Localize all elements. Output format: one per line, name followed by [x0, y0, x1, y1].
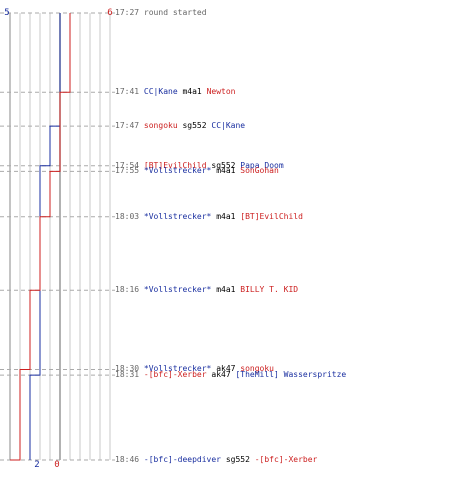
killer-name: CC|Kane	[143, 87, 178, 97]
victim-name: Papa Doom	[240, 160, 284, 170]
round-timeline-graph: 5 6 2 0	[0, 8, 115, 470]
weapon-name: sg552	[211, 160, 236, 170]
victim-name: songoku	[240, 364, 274, 374]
killer-name: songoku	[143, 121, 178, 131]
weapon-name: m4a1	[216, 166, 236, 176]
red-start-score: 6	[107, 8, 112, 18]
event-time: 18:16	[115, 285, 140, 295]
weapon-name: ak47	[216, 364, 236, 374]
kill-event-row: 18:16 *Vollstrecker* m4a1 BILLY T. KID	[115, 285, 298, 295]
killer-name: *Vollstrecker*	[143, 211, 212, 221]
event-guide-lines	[0, 12, 115, 461]
event-time: 17:47	[115, 121, 140, 131]
victim-name: Newton	[206, 87, 236, 97]
event-time: 17:41	[115, 87, 140, 97]
event-time: 17:54	[115, 160, 140, 170]
killer-name: *Vollstrecker*	[143, 285, 212, 295]
kill-event-row: 18:30 *Vollstrecker* ak47 songoku	[115, 364, 274, 374]
kill-event-row: 17:41 CC|Kane m4a1 Newton	[115, 87, 235, 97]
event-time: 18:30	[115, 364, 140, 374]
blue-end-score: 2	[34, 460, 39, 470]
event-time: 18:31	[115, 370, 140, 380]
victim-name: [TheMill] Wasserspritze	[235, 370, 347, 380]
weapon-name: m4a1	[216, 285, 236, 295]
kill-event-row: 17:55 *Vollstrecker* m4a1 SonGohan	[115, 166, 279, 176]
red-end-score: 0	[54, 460, 59, 470]
event-time: 18:46	[115, 455, 140, 464]
weapon-name: m4a1	[216, 211, 236, 221]
victim-name: BILLY T. KID	[240, 285, 299, 295]
red-team-score-line	[10, 13, 71, 461]
killer-name: *Vollstrecker*	[143, 166, 212, 176]
kill-event-row: 17:47 songoku sg552 CC|Kane	[115, 121, 245, 131]
victim-name: CC|Kane	[211, 121, 246, 131]
weapon-name: m4a1	[182, 87, 202, 97]
kill-event-row: 18:03 *Vollstrecker* m4a1 [BT]EvilChild	[115, 212, 303, 222]
event-time: 17:55	[115, 166, 140, 176]
victim-name: -[bfc]-Xerber	[254, 455, 318, 464]
event-info: round started	[143, 8, 207, 17]
victim-name: SonGohan	[240, 166, 279, 176]
blue-team-score-line	[29, 13, 61, 460]
weapon-name: sg552	[225, 455, 250, 464]
killer-name: *Vollstrecker*	[143, 364, 212, 374]
event-time: 18:03	[115, 211, 140, 221]
weapon-name: ak47	[211, 370, 231, 380]
killer-name: -[bfc]-Xerber	[143, 370, 207, 380]
blue-start-score: 5	[4, 8, 9, 18]
kill-event-row: 17:27 round started	[115, 8, 207, 18]
kill-event-row: 17:54 [BT]EvilChild sg552 Papa Doom	[115, 161, 284, 171]
kill-event-row: 18:31 -[bfc]-Xerber ak47 [TheMill] Wasse…	[115, 370, 346, 380]
killer-name: -[bfc]-deepdiver	[143, 455, 221, 464]
event-time: 17:27	[115, 8, 140, 17]
kill-event-row: 18:46 -[bfc]-deepdiver sg552 -[bfc]-Xerb…	[115, 455, 317, 465]
victim-name: [BT]EvilChild	[240, 211, 303, 221]
weapon-name: sg552	[182, 121, 207, 131]
killer-name: [BT]EvilChild	[143, 160, 207, 170]
